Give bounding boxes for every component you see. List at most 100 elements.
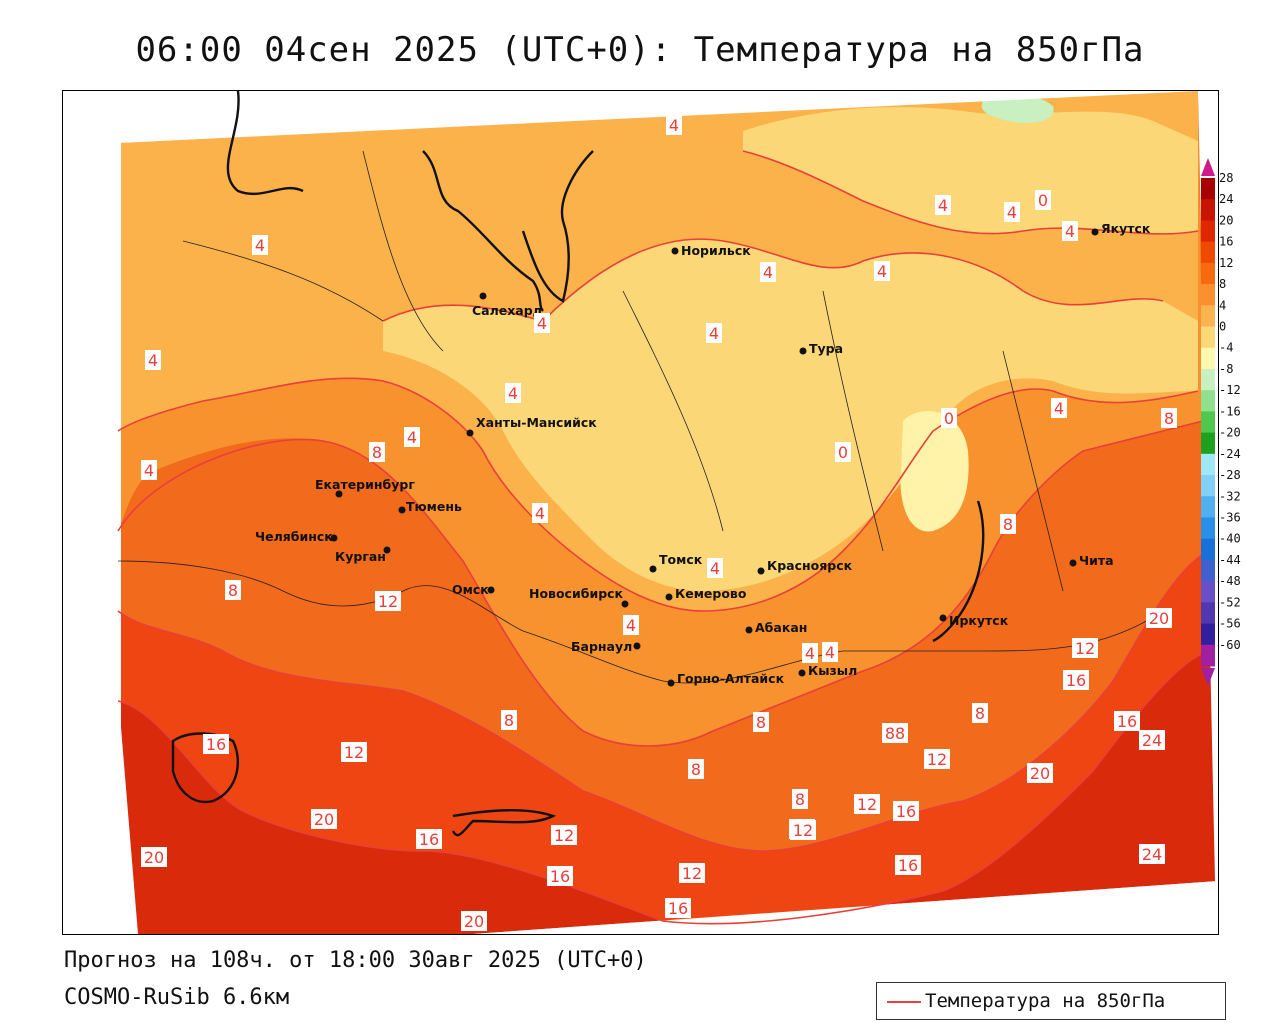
- isotherm-label-bg: [802, 643, 818, 663]
- city-label-kemerovo: Кемерово: [675, 586, 747, 601]
- isotherm-label: 16: [668, 899, 688, 918]
- isotherm-label-bg: [532, 503, 548, 523]
- colorbar-label: 0: [1219, 320, 1226, 334]
- colorbar-cell: [1201, 517, 1215, 540]
- isotherm-label: 4: [535, 504, 545, 523]
- isotherm-label-bg: [1035, 190, 1051, 210]
- colorbar-label: -60: [1219, 638, 1241, 652]
- isotherm-label: 4: [537, 314, 547, 333]
- isotherm-label-bg: [1139, 844, 1165, 864]
- isotherm-label-bg: [893, 801, 919, 821]
- isotherm-label: 12: [682, 864, 702, 883]
- isotherm-label: 4: [407, 428, 417, 447]
- isotherm-label-bg: [854, 794, 880, 814]
- isotherm-label: 16: [550, 867, 570, 886]
- isotherm-label: 8: [1003, 515, 1013, 534]
- isotherm-label: 20: [314, 810, 334, 829]
- isotherm-label: 0: [944, 409, 954, 428]
- legend: Температура на 850гПа: [876, 982, 1226, 1020]
- city-label-irkutsk: Иркутск: [949, 613, 1009, 628]
- colorbar-cell: [1201, 199, 1215, 221]
- isotherm-label: 20: [464, 912, 484, 931]
- legend-line-swatch: [887, 1001, 921, 1003]
- city-label-salekhard: Салехард: [472, 303, 543, 318]
- city-markers: Салехард Норильск Якутск Тура Ханты-Манс…: [255, 221, 1151, 687]
- city-tyumen: Тюмень: [398, 499, 462, 514]
- isotherm-label-bg: [972, 703, 988, 723]
- colorbar-cell: [1201, 178, 1215, 200]
- city-abakan: Абакан: [745, 620, 807, 635]
- city-label-chelyabinsk: Челябинск: [255, 529, 333, 544]
- isotherm-label-bg: [1139, 730, 1165, 750]
- colorbar-cell: [1201, 623, 1215, 646]
- colorbar-labels: 28 24 20 16 12 8 4 0 -4 -8 -12 -16 -20 -24 -28 -32 -36 -4…: [1219, 171, 1241, 652]
- isotherm-label: 8: [504, 711, 514, 730]
- isotherm-label: 24: [1142, 731, 1162, 750]
- city-yekaterinburg: Екатеринбург: [315, 477, 415, 498]
- city-irkutsk: Иркутск: [939, 613, 1009, 628]
- isotherm-label-bg: [790, 820, 816, 840]
- city-barnaul: Барнаул: [571, 639, 641, 654]
- isotherm-label-bg: [547, 866, 573, 886]
- colorbar-cell: [1201, 581, 1215, 603]
- isotherm-label: 12: [927, 750, 947, 769]
- isotherm-label-bg: [505, 383, 521, 403]
- colorbar-label: -24: [1219, 447, 1241, 461]
- city-label-tomsk: Томск: [659, 552, 703, 567]
- isotherm-label-bg: [666, 115, 682, 135]
- colorbar-cell: [1201, 326, 1215, 349]
- isotherm-label-bg: [1161, 408, 1177, 428]
- city-label-norilsk: Норильск: [681, 243, 751, 258]
- isotherm-label: 4: [148, 351, 158, 370]
- isotherm-label: 12: [554, 826, 574, 845]
- isotherm-label: 8: [372, 443, 382, 462]
- colorbar-cell: [1201, 220, 1215, 243]
- city-salekhard: Салехард: [472, 292, 543, 318]
- isotherm-label: 12: [857, 795, 877, 814]
- colorbar-cell: [1201, 241, 1215, 264]
- isotherm-label-bg: [416, 829, 442, 849]
- field-cold: [981, 94, 1054, 123]
- field-0b: [743, 107, 1198, 234]
- isotherm-label: 4: [508, 384, 518, 403]
- city-omsk: Омск: [452, 582, 495, 597]
- field-0: [383, 239, 1198, 592]
- isotherm-label: 4: [144, 461, 154, 480]
- colorbar-label: 8: [1219, 277, 1226, 291]
- isotherm-label-bg: [760, 262, 776, 282]
- isotherm-label-bg: [792, 789, 808, 809]
- isotherm-label: 12: [793, 821, 813, 840]
- colorbar-label: -36: [1219, 510, 1241, 524]
- city-norilsk: Норильск: [671, 243, 751, 258]
- isotherm-label: 4: [1065, 222, 1075, 241]
- isotherm-label: 4: [805, 644, 815, 663]
- isotherm-label-bg: [1114, 711, 1140, 731]
- no-data-bottom: [138, 881, 1218, 934]
- isotherm-label: 8: [1164, 409, 1174, 428]
- map-area[interactable]: Салехард Норильск Якутск Тура Ханты-Манс…: [62, 90, 1219, 935]
- colorbar-label: 20: [1219, 213, 1233, 227]
- city-label-krasnoyarsk: Красноярск: [767, 558, 853, 573]
- city-label-yekaterinburg: Екатеринбург: [315, 477, 415, 492]
- isotherm-label-bg: [1062, 221, 1078, 241]
- colorbar-cell: [1201, 284, 1215, 306]
- colorbar-label: -56: [1219, 617, 1241, 631]
- isotherm-label-bg: [141, 847, 167, 867]
- colorbar-cell: [1201, 475, 1215, 497]
- isotherm-label-bg: [141, 460, 157, 480]
- model-info: COSMO-RuSib 6.6км: [64, 985, 290, 1010]
- isotherm-label-bg: [1146, 608, 1172, 628]
- isotherm-label-bg: [924, 749, 950, 769]
- temperature-map: Салехард Норильск Якутск Тура Ханты-Манс…: [63, 91, 1218, 934]
- colorbar-label: 24: [1219, 192, 1233, 206]
- isotherm-label-bg: [706, 323, 722, 343]
- forecast-info: Прогноз на 108ч. от 18:00 30авг 2025 (UT…: [64, 948, 647, 973]
- colorbar-label: -16: [1219, 404, 1241, 418]
- isotherm-label-bg: [835, 442, 851, 462]
- colorbar-label: -32: [1219, 489, 1241, 503]
- isotherm-label-bg: [369, 442, 385, 462]
- isotherm-label-bg: [874, 261, 890, 281]
- no-data-left-strip: [63, 91, 121, 934]
- isotherm-label: 12: [378, 592, 398, 611]
- color-scale-bar: 28 24 20 16 12 8 4 0 -4 -8 -12 -16 -20 -24 -28 -32 -36 -4…: [1201, 158, 1241, 686]
